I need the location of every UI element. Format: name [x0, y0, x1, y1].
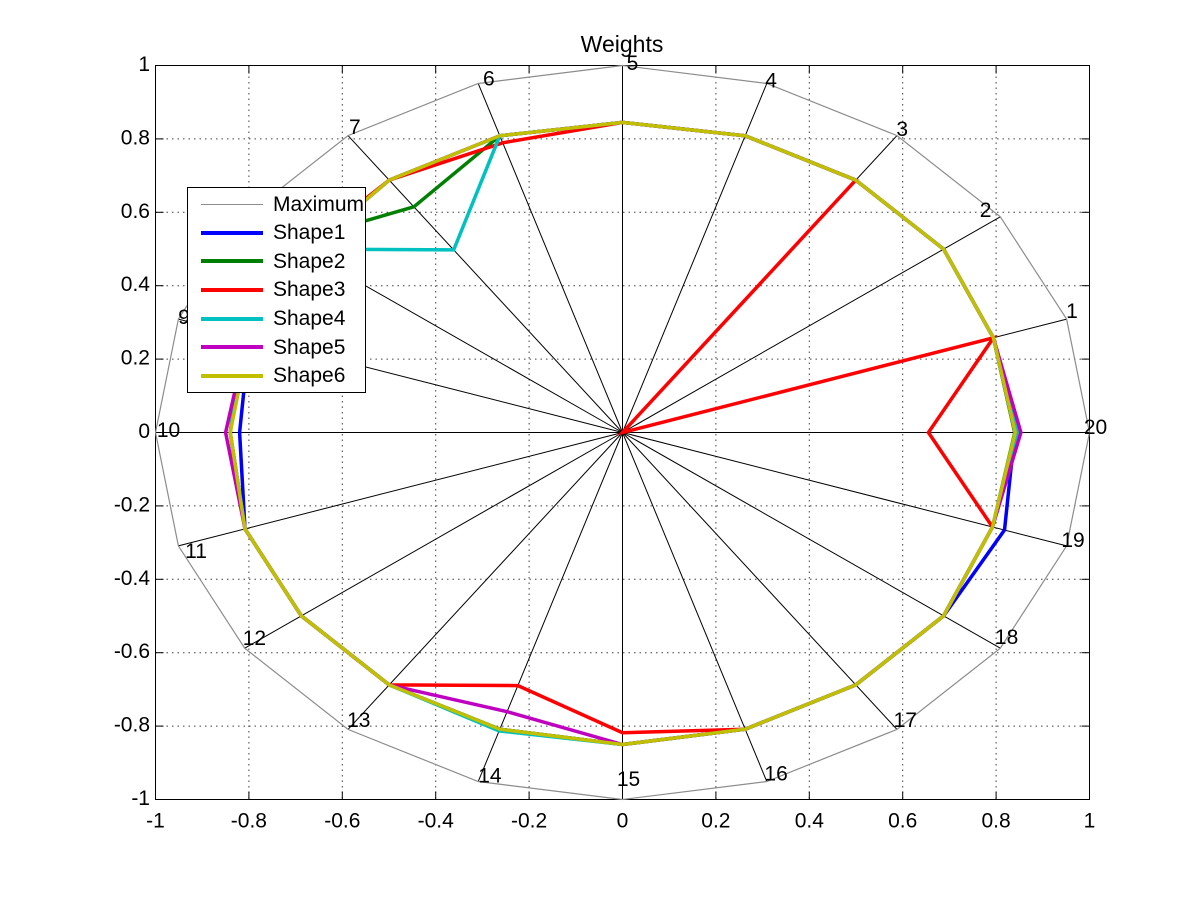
legend-label: Maximum [273, 192, 365, 216]
spoke-label-11: 11 [185, 540, 207, 563]
spoke-label-13: 13 [347, 709, 370, 732]
y-tick-label: -1 [131, 787, 150, 810]
spoke-line [244, 432, 623, 649]
legend-label: Shape2 [273, 249, 346, 273]
spoke-label-17: 17 [894, 709, 917, 732]
x-tick-label: -0.4 [418, 810, 455, 833]
spoke-label-4: 4 [765, 70, 777, 93]
legend-line-swatch [201, 287, 263, 292]
spoke-label-12: 12 [243, 627, 266, 650]
spoke-label-20: 20 [1084, 416, 1107, 439]
y-tick-label: -0.4 [114, 567, 151, 590]
legend-item-maximum[interactable]: Maximum [188, 191, 365, 218]
series-shape6 [228, 120, 1017, 747]
spoke-label-10: 10 [157, 419, 180, 442]
spoke-label-18: 18 [995, 626, 1018, 649]
x-tick-label: 1 [1084, 810, 1096, 833]
y-tick-label: 1 [138, 53, 150, 76]
x-tick-label: -1 [146, 810, 165, 833]
spoke-label-19: 19 [1061, 529, 1084, 552]
x-tick-label: -0.2 [511, 810, 547, 833]
legend[interactable]: Maximum Shape1 Shape2 Shape3 Shape4 Shape5 Sha… [187, 187, 366, 393]
spoke-label-9: 9 [178, 306, 190, 329]
x-tick-label: 0.4 [795, 810, 825, 833]
y-tick-label: -0.2 [114, 493, 150, 516]
spoke-line [622, 83, 768, 433]
y-tick-label: 0 [138, 420, 150, 443]
spoke-label-3: 3 [896, 118, 908, 141]
legend-line-swatch [201, 345, 263, 350]
legend-line-swatch [201, 373, 263, 378]
y-tick-label: 0.4 [121, 273, 151, 296]
x-tick-label: -0.8 [231, 810, 267, 833]
spoke-label-2: 2 [980, 199, 992, 222]
x-tick-label: 0.2 [701, 810, 730, 833]
spoke-label-15: 15 [617, 768, 640, 791]
x-tick-label: 0.8 [981, 810, 1010, 833]
legend-item-shape4[interactable]: Shape4 [188, 305, 365, 332]
y-tick-label: -0.6 [114, 640, 150, 663]
legend-label: Shape5 [273, 335, 346, 359]
legend-label: Shape6 [273, 364, 346, 388]
legend-item-shape2[interactable]: Shape2 [188, 248, 365, 275]
legend-label: Shape3 [273, 278, 346, 302]
spoke-line [622, 216, 1001, 433]
legend-item-shape6[interactable]: Shape6 [188, 362, 365, 389]
y-tick-label: 0.2 [121, 347, 150, 370]
spoke-line [477, 432, 623, 782]
x-tick-label: -0.6 [324, 810, 360, 833]
spoke-line [178, 432, 623, 547]
spoke-label-1: 1 [1066, 300, 1078, 323]
legend-line-swatch [201, 259, 263, 264]
chart-title: Weights [580, 31, 664, 57]
series-maximum [154, 64, 1091, 801]
spoke-label-7: 7 [349, 116, 361, 139]
legend-item-shape5[interactable]: Shape5 [188, 334, 365, 361]
legend-label: Shape4 [273, 307, 346, 331]
spoke-label-14: 14 [478, 765, 502, 788]
legend-line-swatch [201, 230, 263, 235]
spoke-line [622, 432, 1001, 649]
y-tick-label: 0.6 [121, 200, 150, 223]
y-tick-label: -0.8 [114, 714, 150, 737]
legend-label: Shape1 [273, 221, 346, 245]
legend-line-swatch [201, 203, 263, 205]
spoke-label-16: 16 [764, 763, 787, 786]
x-tick-label: 0 [617, 810, 629, 833]
spoke-label-5: 5 [627, 52, 639, 75]
legend-item-shape3[interactable]: Shape3 [188, 276, 365, 303]
spoke-line [622, 432, 898, 730]
legend-line-swatch [201, 316, 263, 321]
spoke-label-6: 6 [483, 68, 495, 91]
y-tick-label: 0.8 [121, 126, 150, 149]
spoke-line [347, 432, 623, 730]
x-tick-label: 0.6 [888, 810, 917, 833]
legend-item-shape1[interactable]: Shape1 [188, 219, 365, 246]
spoke-line [622, 432, 768, 782]
spoke-line [347, 135, 623, 433]
